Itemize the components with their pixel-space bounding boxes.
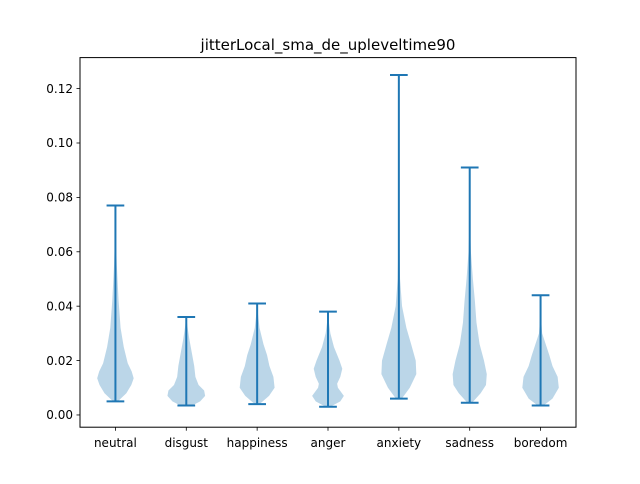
y-tick-label: 0.06: [46, 245, 73, 259]
plot-frame: [79, 57, 577, 428]
violin-group: [97, 74, 559, 408]
x-axis: neutral disgust happiness anger anxiety sadne…: [94, 427, 567, 450]
y-tick-label: 0.10: [46, 136, 73, 150]
y-axis: 0.00 0.02 0.04 0.06 0.08 0.10 0.12: [46, 82, 80, 422]
x-tick-label: anger: [311, 436, 346, 450]
y-tick-label: 0.02: [46, 354, 73, 368]
x-tick-label: anxiety: [377, 436, 422, 450]
x-tick-label: disgust: [165, 436, 209, 450]
y-tick-label: 0.12: [46, 82, 73, 96]
x-tick-label: neutral: [94, 436, 137, 450]
y-tick-label: 0.04: [46, 299, 73, 313]
y-tick-label: 0.00: [46, 408, 73, 422]
chart-title: jitterLocal_sma_de_upleveltime90: [200, 36, 456, 55]
x-tick-label: sadness: [445, 436, 494, 450]
x-tick-label: boredom: [514, 436, 568, 450]
x-tick-label: happiness: [227, 436, 288, 450]
y-tick-label: 0.08: [46, 191, 73, 205]
